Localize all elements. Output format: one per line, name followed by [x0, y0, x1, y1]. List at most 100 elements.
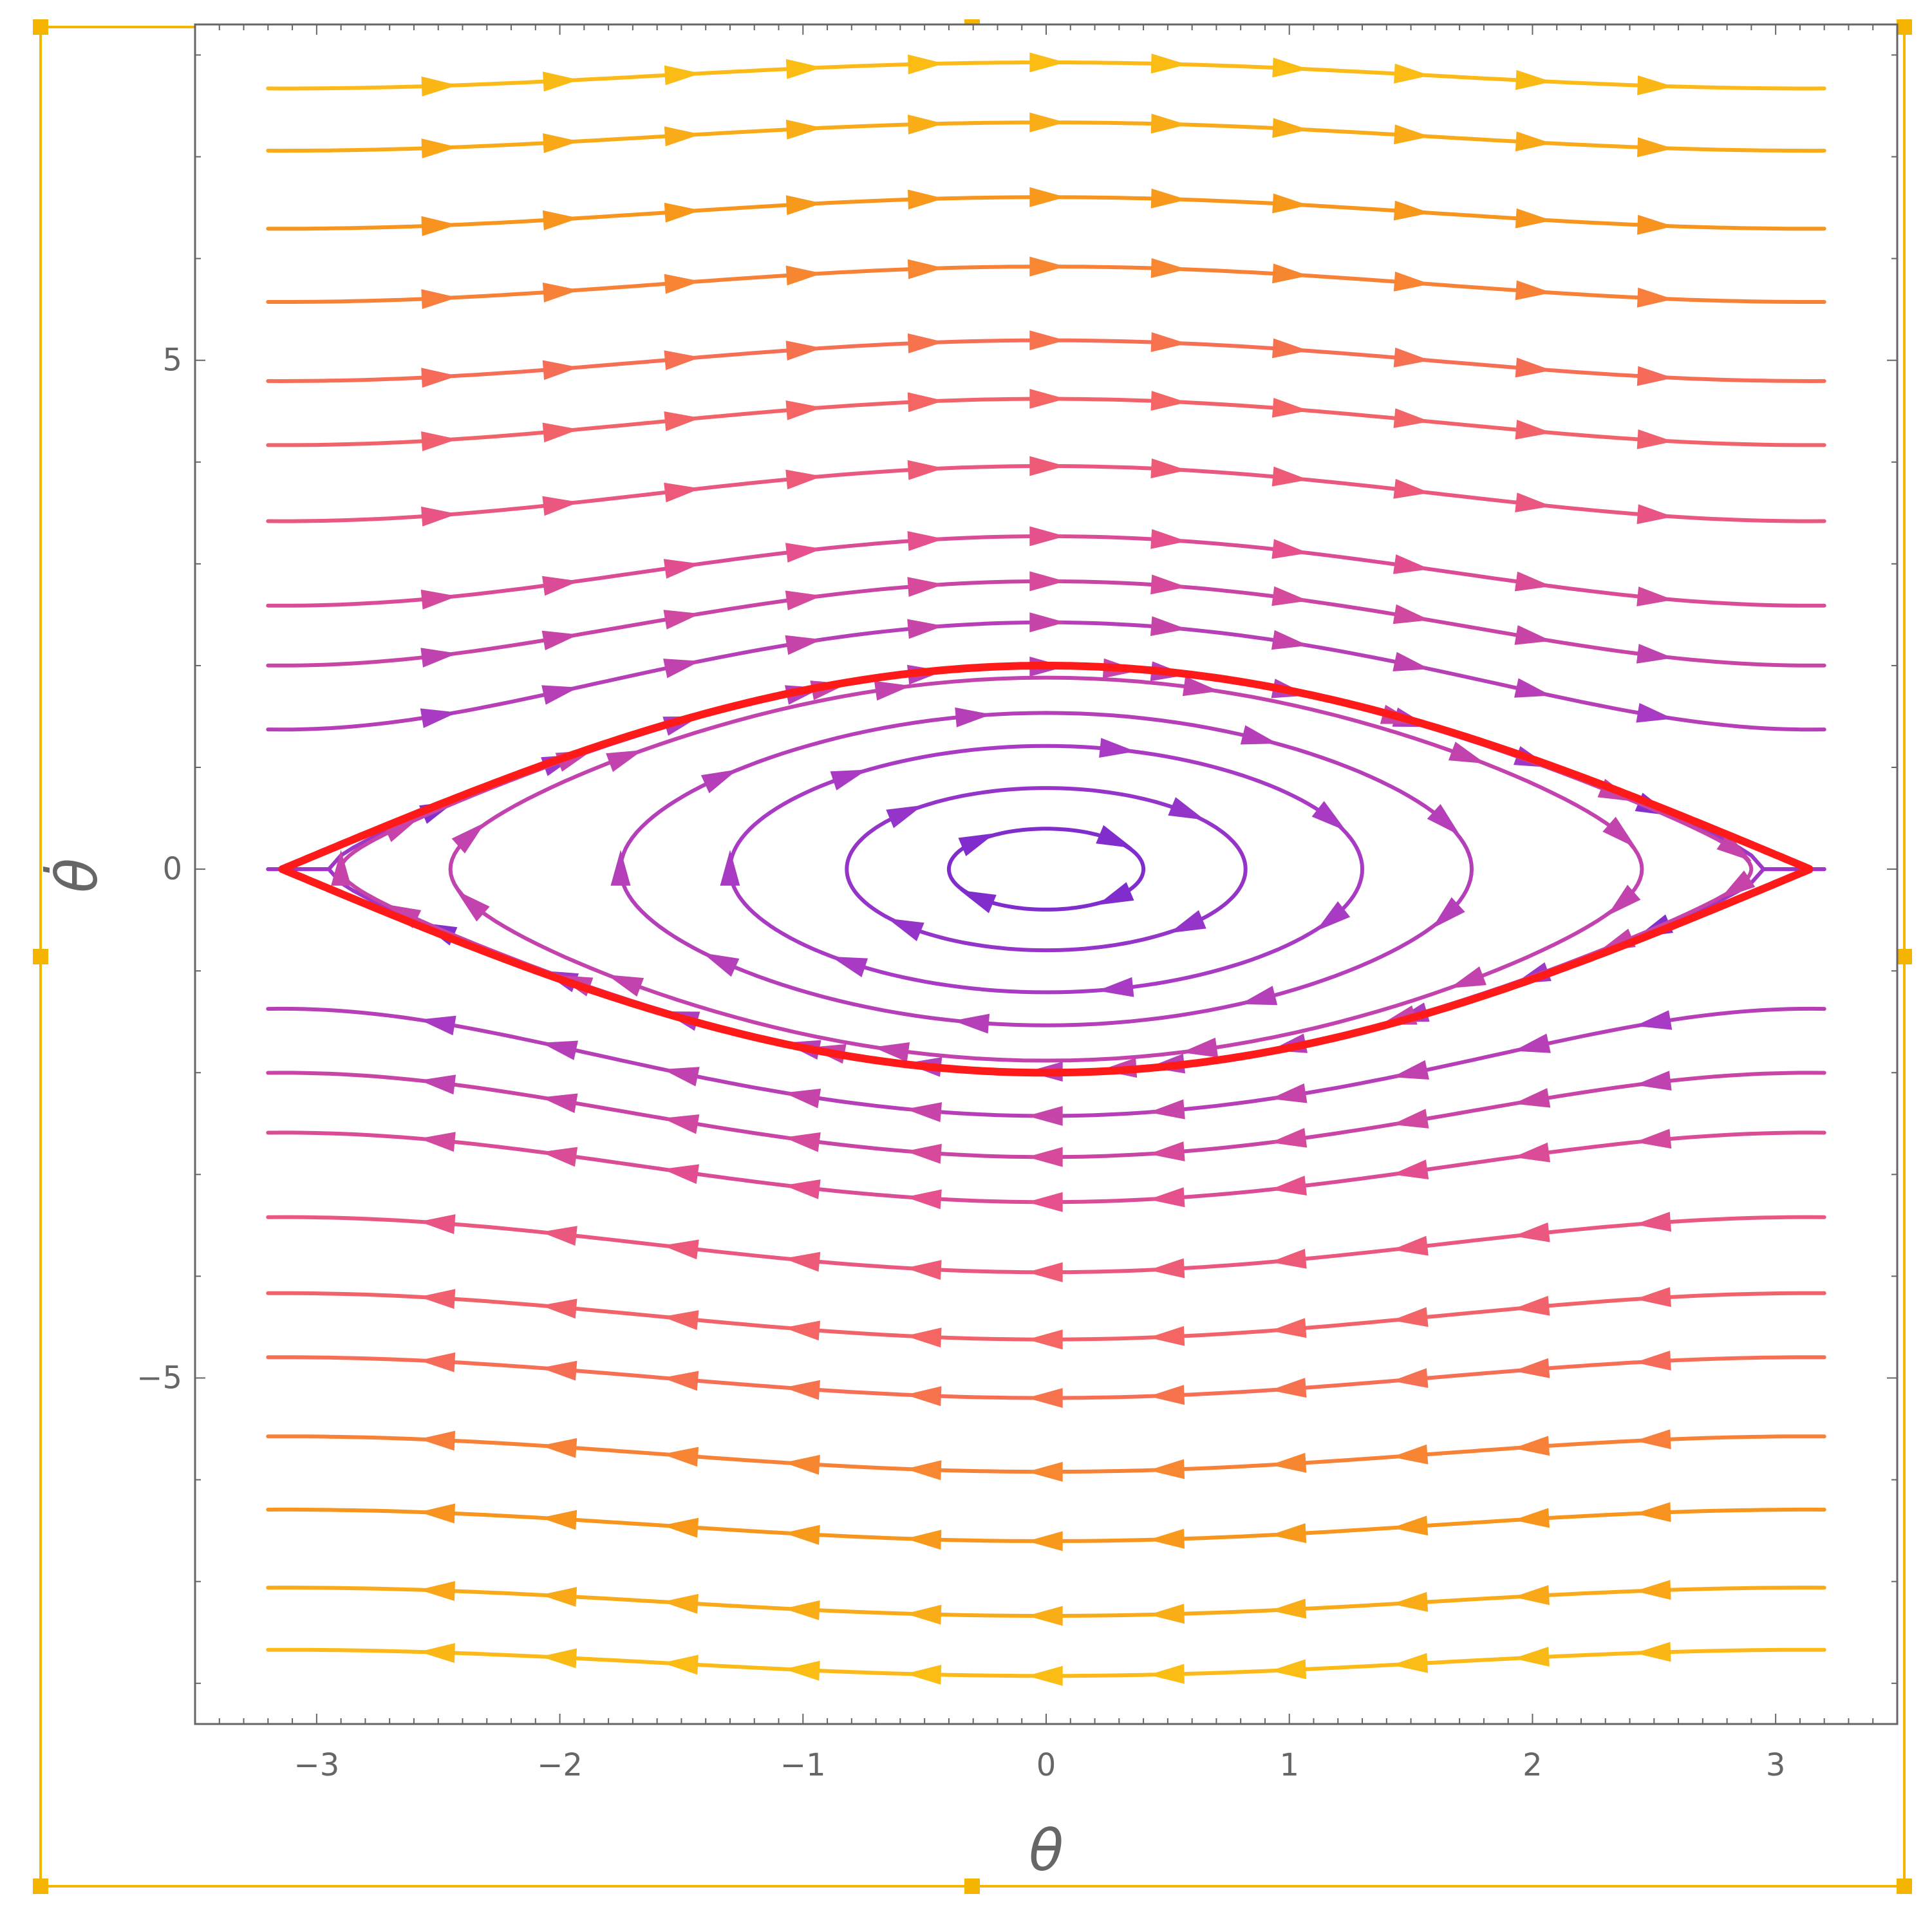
stream-arrow [1635, 1351, 1671, 1371]
stream-arrow [1150, 332, 1187, 352]
stream-arrow [1637, 504, 1674, 525]
stream-arrow [907, 531, 944, 551]
stream-arrow [662, 1114, 700, 1134]
stream-arrow [662, 1067, 700, 1087]
stream-arrow [1637, 75, 1674, 95]
stream-arrow [1027, 1262, 1063, 1282]
selection-handle[interactable] [1897, 949, 1912, 964]
stream-arrow [1391, 1591, 1429, 1612]
stream-arrow [664, 482, 701, 503]
stream-arrow [662, 1164, 699, 1185]
stream-arrow [418, 1643, 455, 1663]
stream-arrow [905, 1460, 942, 1481]
stream-arrow [1637, 429, 1674, 449]
stream-arrow [1393, 347, 1430, 368]
x-tick-label: −2 [537, 1747, 583, 1783]
stream-arrow [1099, 738, 1136, 758]
stream-arrow [1449, 966, 1487, 989]
stream-arrow [1027, 1388, 1063, 1408]
selection-handle[interactable] [33, 19, 48, 35]
stream-arrow [1150, 616, 1187, 636]
stream-arrow [542, 496, 579, 516]
stream-arrow [420, 589, 458, 610]
stream-arrow [886, 805, 923, 829]
stream-arrow [421, 506, 458, 527]
stream-arrow [1149, 1099, 1185, 1120]
stream-arrow [1240, 986, 1278, 1006]
stream-arrow [664, 350, 701, 370]
stream-arrow [700, 769, 738, 794]
selection-handle[interactable] [33, 1879, 48, 1894]
stream-arrow [783, 1320, 821, 1341]
stream-arrow [1393, 271, 1430, 292]
stream-arrow [418, 1352, 456, 1373]
stream-arrow [1096, 825, 1133, 848]
stream-arrow [662, 1371, 699, 1391]
stream-arrow [1637, 287, 1674, 308]
stream-arrow [1150, 529, 1187, 549]
stream-arrow [1635, 1129, 1672, 1149]
stream-arrow [540, 1587, 577, 1607]
stream-arrow [1513, 1088, 1551, 1108]
stream-arrow [1393, 651, 1430, 671]
stream-arrow [783, 1089, 821, 1109]
stream-arrow [540, 1298, 577, 1319]
stream-arrow [662, 1239, 699, 1260]
stream-arrow [905, 1530, 942, 1550]
separatrix-curve [278, 865, 1814, 1077]
selection-handle[interactable] [1897, 1879, 1912, 1894]
stream-arrow [418, 1132, 456, 1152]
stream-arrow [1513, 1142, 1550, 1163]
y-axis-label: θ̇ [43, 858, 110, 893]
stream-arrow [1392, 1109, 1429, 1129]
stream-arrow [785, 635, 822, 655]
stream-arrow [1515, 357, 1552, 378]
stream-arrow [421, 431, 458, 451]
stream-arrow [1515, 492, 1552, 512]
selection-handle[interactable] [964, 1879, 980, 1894]
stream-arrow [663, 559, 701, 579]
stream-arrow [783, 1179, 821, 1199]
stream-arrow [1270, 1248, 1307, 1269]
stream-arrow [1150, 574, 1187, 595]
stream-arrow [540, 1147, 578, 1167]
stream-arrow [1513, 1508, 1550, 1528]
stream-arrow [421, 368, 458, 388]
stream-arrow [541, 1040, 578, 1060]
stream-arrow [1635, 1429, 1671, 1450]
stream-arrow [610, 850, 631, 886]
stream-arrow [1637, 214, 1674, 235]
stream-arrow [783, 1524, 820, 1545]
stream-arrow [1272, 193, 1309, 214]
stream-arrow [702, 953, 740, 977]
stream-arrow [908, 54, 944, 75]
stream-arrow [418, 1289, 456, 1309]
stream-arrow [1393, 408, 1430, 428]
stream-arrow [1635, 1642, 1671, 1662]
stream-arrow [1148, 1326, 1185, 1346]
axis-ticks [195, 24, 1897, 1724]
stream-arrow [1029, 330, 1065, 351]
stream-arrow [785, 341, 823, 361]
stream-arrow [663, 610, 700, 630]
stream-arrow [1097, 977, 1134, 997]
stream-arrow [1513, 1647, 1550, 1667]
stream-arrow [662, 1517, 699, 1538]
stream-arrow [1270, 1659, 1307, 1680]
stream-arrow [1029, 52, 1065, 73]
stream-arrow [1027, 1106, 1063, 1126]
stream-arrow [1150, 113, 1187, 134]
stream-arrow [1029, 526, 1065, 547]
stream-arrow [907, 619, 944, 639]
stream-arrow [1029, 187, 1065, 207]
stream-arrow [872, 1042, 910, 1062]
selection-handle[interactable] [33, 949, 48, 964]
stream-arrow [1716, 832, 1752, 861]
x-tick-label: −3 [294, 1747, 339, 1783]
stream-arrow [785, 469, 823, 490]
stream-arrow [1635, 1071, 1672, 1091]
selection-handle[interactable] [1897, 19, 1912, 35]
stream-arrow [1513, 1436, 1550, 1456]
